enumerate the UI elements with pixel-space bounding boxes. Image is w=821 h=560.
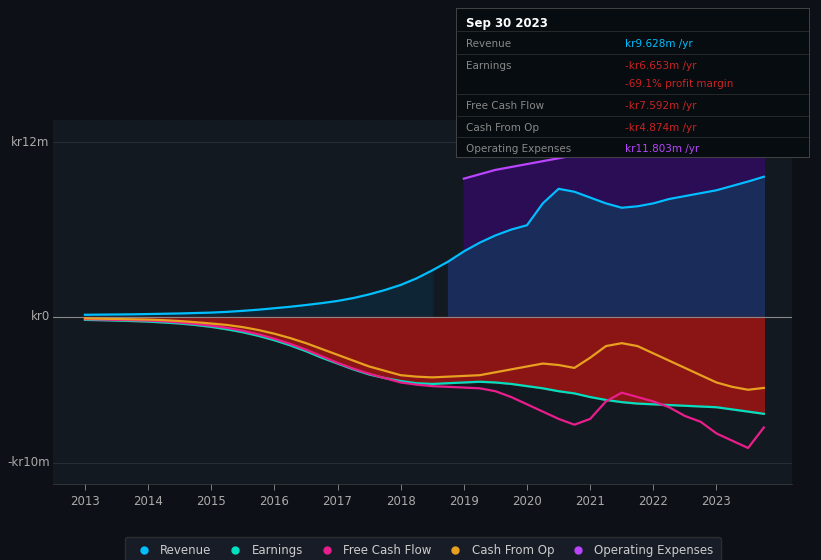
Text: -kr6.653m /yr: -kr6.653m /yr <box>625 61 696 71</box>
Text: Cash From Op: Cash From Op <box>466 123 539 133</box>
Text: -kr10m: -kr10m <box>7 456 50 469</box>
Text: Operating Expenses: Operating Expenses <box>466 143 571 153</box>
Text: kr12m: kr12m <box>11 136 50 149</box>
Text: -kr4.874m /yr: -kr4.874m /yr <box>625 123 696 133</box>
Text: kr9.628m /yr: kr9.628m /yr <box>625 39 693 49</box>
Text: Free Cash Flow: Free Cash Flow <box>466 101 544 111</box>
Text: kr0: kr0 <box>30 310 50 324</box>
Text: Earnings: Earnings <box>466 61 511 71</box>
Text: -kr7.592m /yr: -kr7.592m /yr <box>625 101 696 111</box>
Text: Sep 30 2023: Sep 30 2023 <box>466 17 548 30</box>
Text: kr11.803m /yr: kr11.803m /yr <box>625 143 699 153</box>
Text: Revenue: Revenue <box>466 39 511 49</box>
Text: -69.1% profit margin: -69.1% profit margin <box>625 79 733 89</box>
Legend: Revenue, Earnings, Free Cash Flow, Cash From Op, Operating Expenses: Revenue, Earnings, Free Cash Flow, Cash … <box>125 537 721 560</box>
